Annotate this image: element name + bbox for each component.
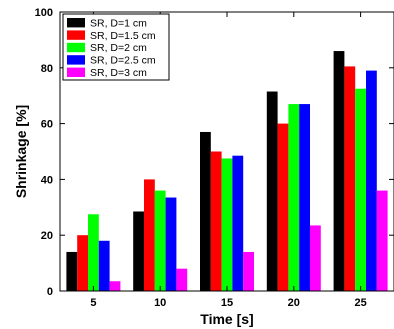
bar bbox=[288, 104, 300, 291]
bar bbox=[299, 104, 310, 291]
bar bbox=[77, 235, 88, 291]
y-tick-label: 60 bbox=[41, 119, 53, 131]
bar bbox=[176, 268, 188, 291]
y-axis-ticks: 0 20 40 60 80 100 bbox=[35, 7, 394, 298]
bar bbox=[154, 190, 166, 291]
legend-label: SR, D=2.5 cm bbox=[90, 55, 156, 67]
y-tick-label: 100 bbox=[35, 7, 53, 19]
legend-swatch bbox=[67, 67, 85, 77]
bar bbox=[200, 131, 211, 291]
legend-swatch bbox=[67, 42, 85, 53]
bar bbox=[243, 251, 254, 291]
legend-label: SR, D=1 cm bbox=[90, 17, 147, 29]
bar bbox=[210, 151, 222, 291]
x-tick-label: 10 bbox=[154, 297, 166, 309]
bar bbox=[88, 214, 99, 291]
legend-label: SR, D=2 cm bbox=[90, 42, 147, 54]
legend-swatch bbox=[67, 30, 85, 40]
bar bbox=[109, 281, 121, 291]
bar bbox=[310, 225, 321, 291]
bar bbox=[66, 251, 78, 291]
bar bbox=[344, 66, 356, 292]
bar bbox=[232, 155, 244, 291]
y-tick-label: 40 bbox=[41, 174, 53, 186]
bar bbox=[277, 123, 289, 291]
y-tick-label: 20 bbox=[41, 230, 53, 242]
y-axis-label: Shrinkage [%] bbox=[13, 105, 29, 198]
bar bbox=[266, 91, 278, 292]
y-tick-label: 80 bbox=[41, 63, 53, 75]
bar bbox=[98, 240, 110, 291]
bar bbox=[144, 179, 155, 291]
y-tick-label: 0 bbox=[47, 286, 53, 298]
x-axis-ticks: 5 10 15 20 25 bbox=[90, 12, 367, 309]
legend-label: SR, D=3 cm bbox=[90, 67, 147, 79]
x-tick-label: 25 bbox=[354, 297, 366, 309]
bars-group bbox=[66, 51, 388, 292]
bar bbox=[376, 190, 388, 291]
bar bbox=[366, 70, 377, 291]
legend-swatch bbox=[67, 55, 85, 65]
bar bbox=[133, 211, 144, 291]
x-axis-label: Time [s] bbox=[200, 311, 253, 327]
bar bbox=[355, 88, 366, 291]
bar bbox=[165, 197, 177, 291]
bar bbox=[221, 158, 233, 291]
x-tick-label: 15 bbox=[221, 297, 233, 309]
bar bbox=[333, 51, 345, 292]
legend-label: SR, D=1.5 cm bbox=[90, 30, 156, 42]
legend-swatch bbox=[67, 18, 85, 28]
x-tick-label: 5 bbox=[90, 297, 96, 309]
x-tick-label: 20 bbox=[288, 297, 300, 309]
